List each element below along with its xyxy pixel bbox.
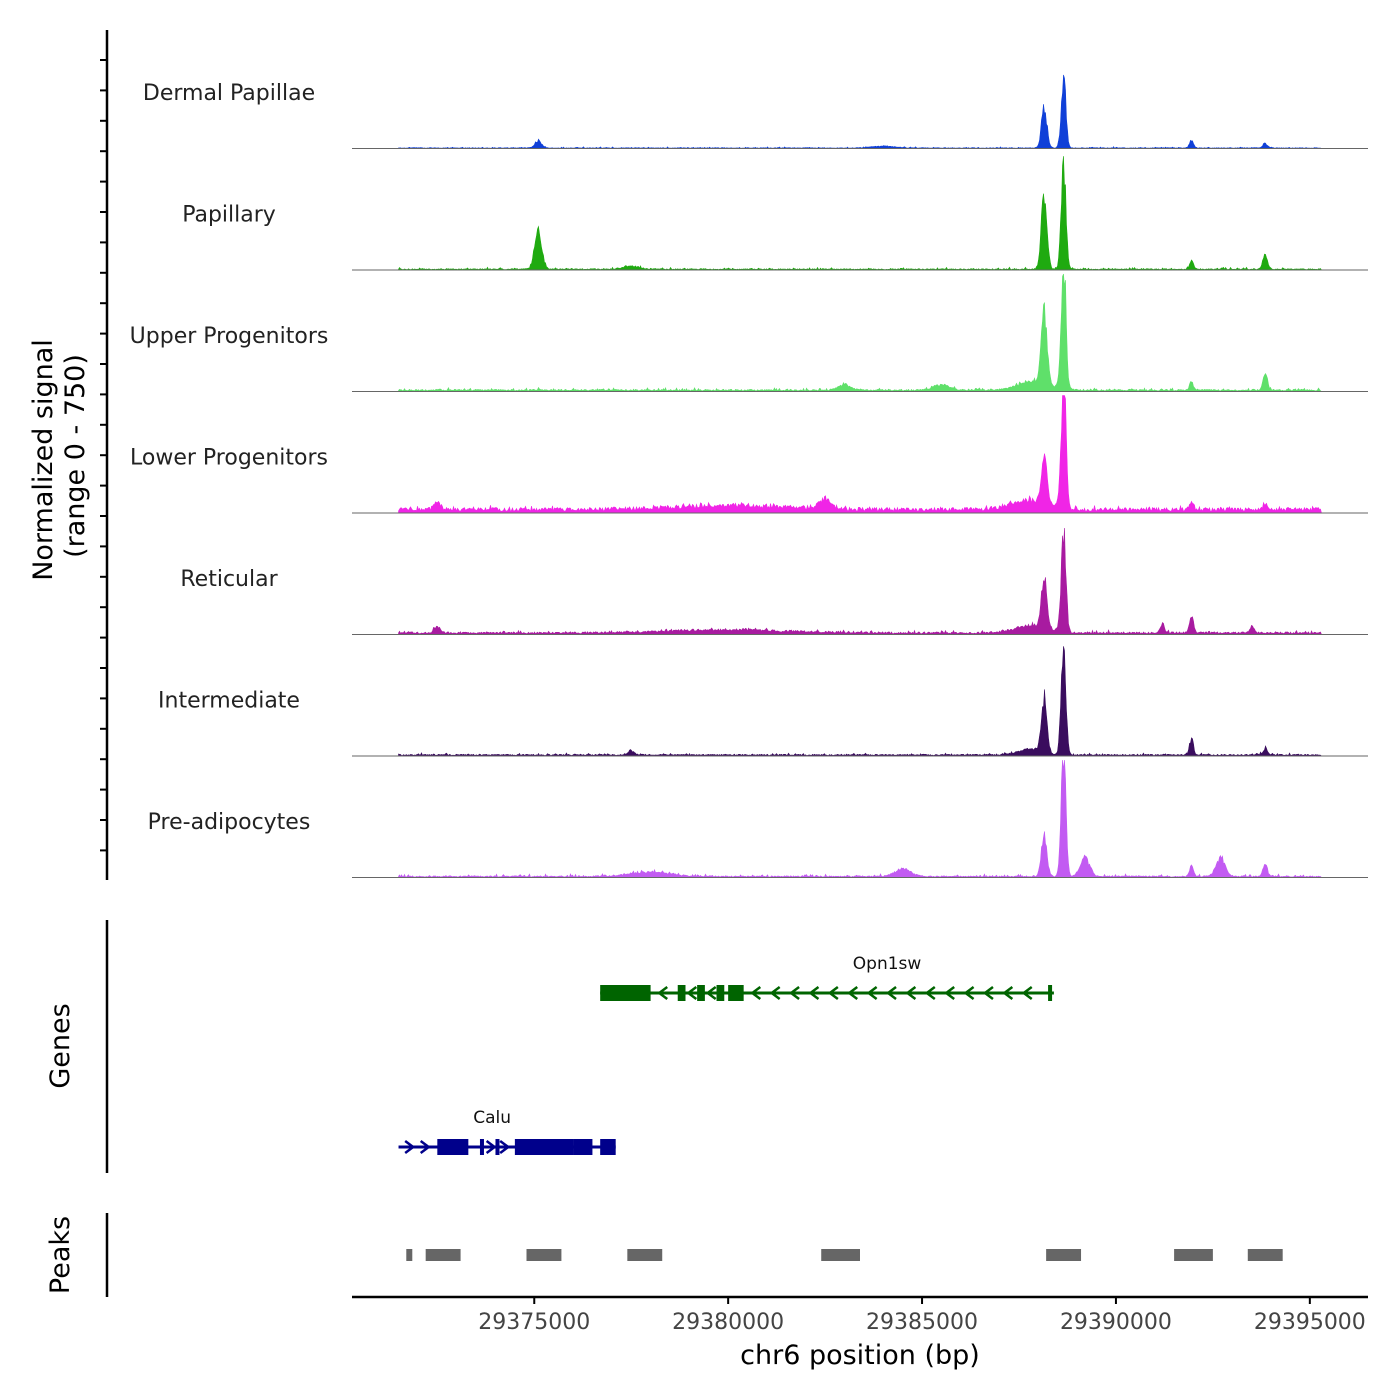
strand-arrow xyxy=(485,1140,497,1154)
strand-arrow xyxy=(866,986,878,1000)
x-axis-title: chr6 position (bp) xyxy=(740,1340,980,1371)
x-tick-label: 29390000 xyxy=(1060,1310,1172,1335)
peak-region xyxy=(1174,1249,1213,1261)
gene-exon xyxy=(514,1139,574,1155)
genes-axis-title: Genes xyxy=(45,1003,76,1088)
strand-arrow xyxy=(905,986,917,1000)
peak-region xyxy=(821,1249,860,1261)
gene-exon xyxy=(728,985,744,1001)
gene-label: Opn1sw xyxy=(853,954,922,974)
strand-arrow xyxy=(847,986,858,1000)
gene-exon xyxy=(479,1139,484,1155)
gene-exon xyxy=(600,985,651,1001)
track-label: Lower Progenitors xyxy=(130,446,328,471)
track-label: Upper Progenitors xyxy=(130,324,329,349)
peak-region xyxy=(1247,1249,1283,1261)
gene-exon xyxy=(437,1139,469,1155)
strand-arrow xyxy=(944,986,955,1000)
strand-arrow xyxy=(705,986,717,1000)
signal-area xyxy=(398,74,1322,149)
x-tick-label: 29375000 xyxy=(478,1310,590,1335)
track-label: Dermal Papillae xyxy=(143,81,315,106)
signal-area xyxy=(398,646,1323,757)
strand-arrow xyxy=(419,1140,431,1154)
signal-area xyxy=(398,395,1322,514)
peak-region xyxy=(526,1249,562,1261)
strand-arrow xyxy=(1002,986,1014,1000)
y-axis-title-line1: Normalized signal xyxy=(28,339,59,581)
signal-area xyxy=(398,527,1322,635)
peaks-track xyxy=(406,1249,1283,1261)
strand-arrow xyxy=(499,1140,511,1154)
signal-tracks: Dermal Papillae Papillary Upper Progenitor… xyxy=(130,74,1368,878)
signal-area xyxy=(398,759,1323,878)
track-label: Reticular xyxy=(180,567,278,592)
gene-exon xyxy=(697,985,705,1001)
strand-arrow xyxy=(657,986,668,1000)
gene-exon xyxy=(495,1139,500,1155)
x-tick-label: 29380000 xyxy=(672,1310,784,1335)
strand-arrow xyxy=(827,986,839,1000)
track-label: Intermediate xyxy=(158,689,300,714)
axes: 29375000 29380000 29385000 29390000 29395000 xyxy=(100,30,1368,1335)
strand-arrow xyxy=(750,986,762,1000)
track-label: Pre-adipocytes xyxy=(148,810,311,835)
gene-exon xyxy=(573,1139,593,1155)
strand-arrow xyxy=(1021,986,1033,1000)
y-axis-title-line2: (range 0 - 750) xyxy=(60,354,91,558)
gene-exon xyxy=(600,1139,616,1155)
x-tick-label: 29395000 xyxy=(1254,1310,1366,1335)
track-label: Papillary xyxy=(182,203,276,228)
strand-arrow xyxy=(982,986,994,1000)
gene-exon xyxy=(1048,985,1053,1001)
strand-arrow xyxy=(924,986,936,1000)
peak-region xyxy=(425,1249,461,1261)
strand-arrow xyxy=(963,986,975,1000)
strand-arrow xyxy=(885,986,897,1000)
strand-arrow xyxy=(686,986,698,1000)
gene-exon xyxy=(716,985,725,1001)
peak-region xyxy=(406,1249,413,1261)
signal-area xyxy=(398,156,1323,271)
signal-area xyxy=(398,273,1323,392)
peak-region xyxy=(1046,1249,1082,1261)
strand-arrow xyxy=(808,986,820,1000)
genes-track: Opn1sw Calu xyxy=(398,954,1054,1155)
strand-arrow xyxy=(769,986,781,1000)
peak-region xyxy=(627,1249,663,1261)
gene-exon xyxy=(677,985,686,1001)
strand-arrow xyxy=(404,1140,416,1154)
peaks-axis-title: Peaks xyxy=(45,1216,76,1294)
strand-arrow xyxy=(788,986,800,1000)
x-tick-label: 29385000 xyxy=(866,1310,978,1335)
gene-label: Calu xyxy=(473,1108,511,1128)
